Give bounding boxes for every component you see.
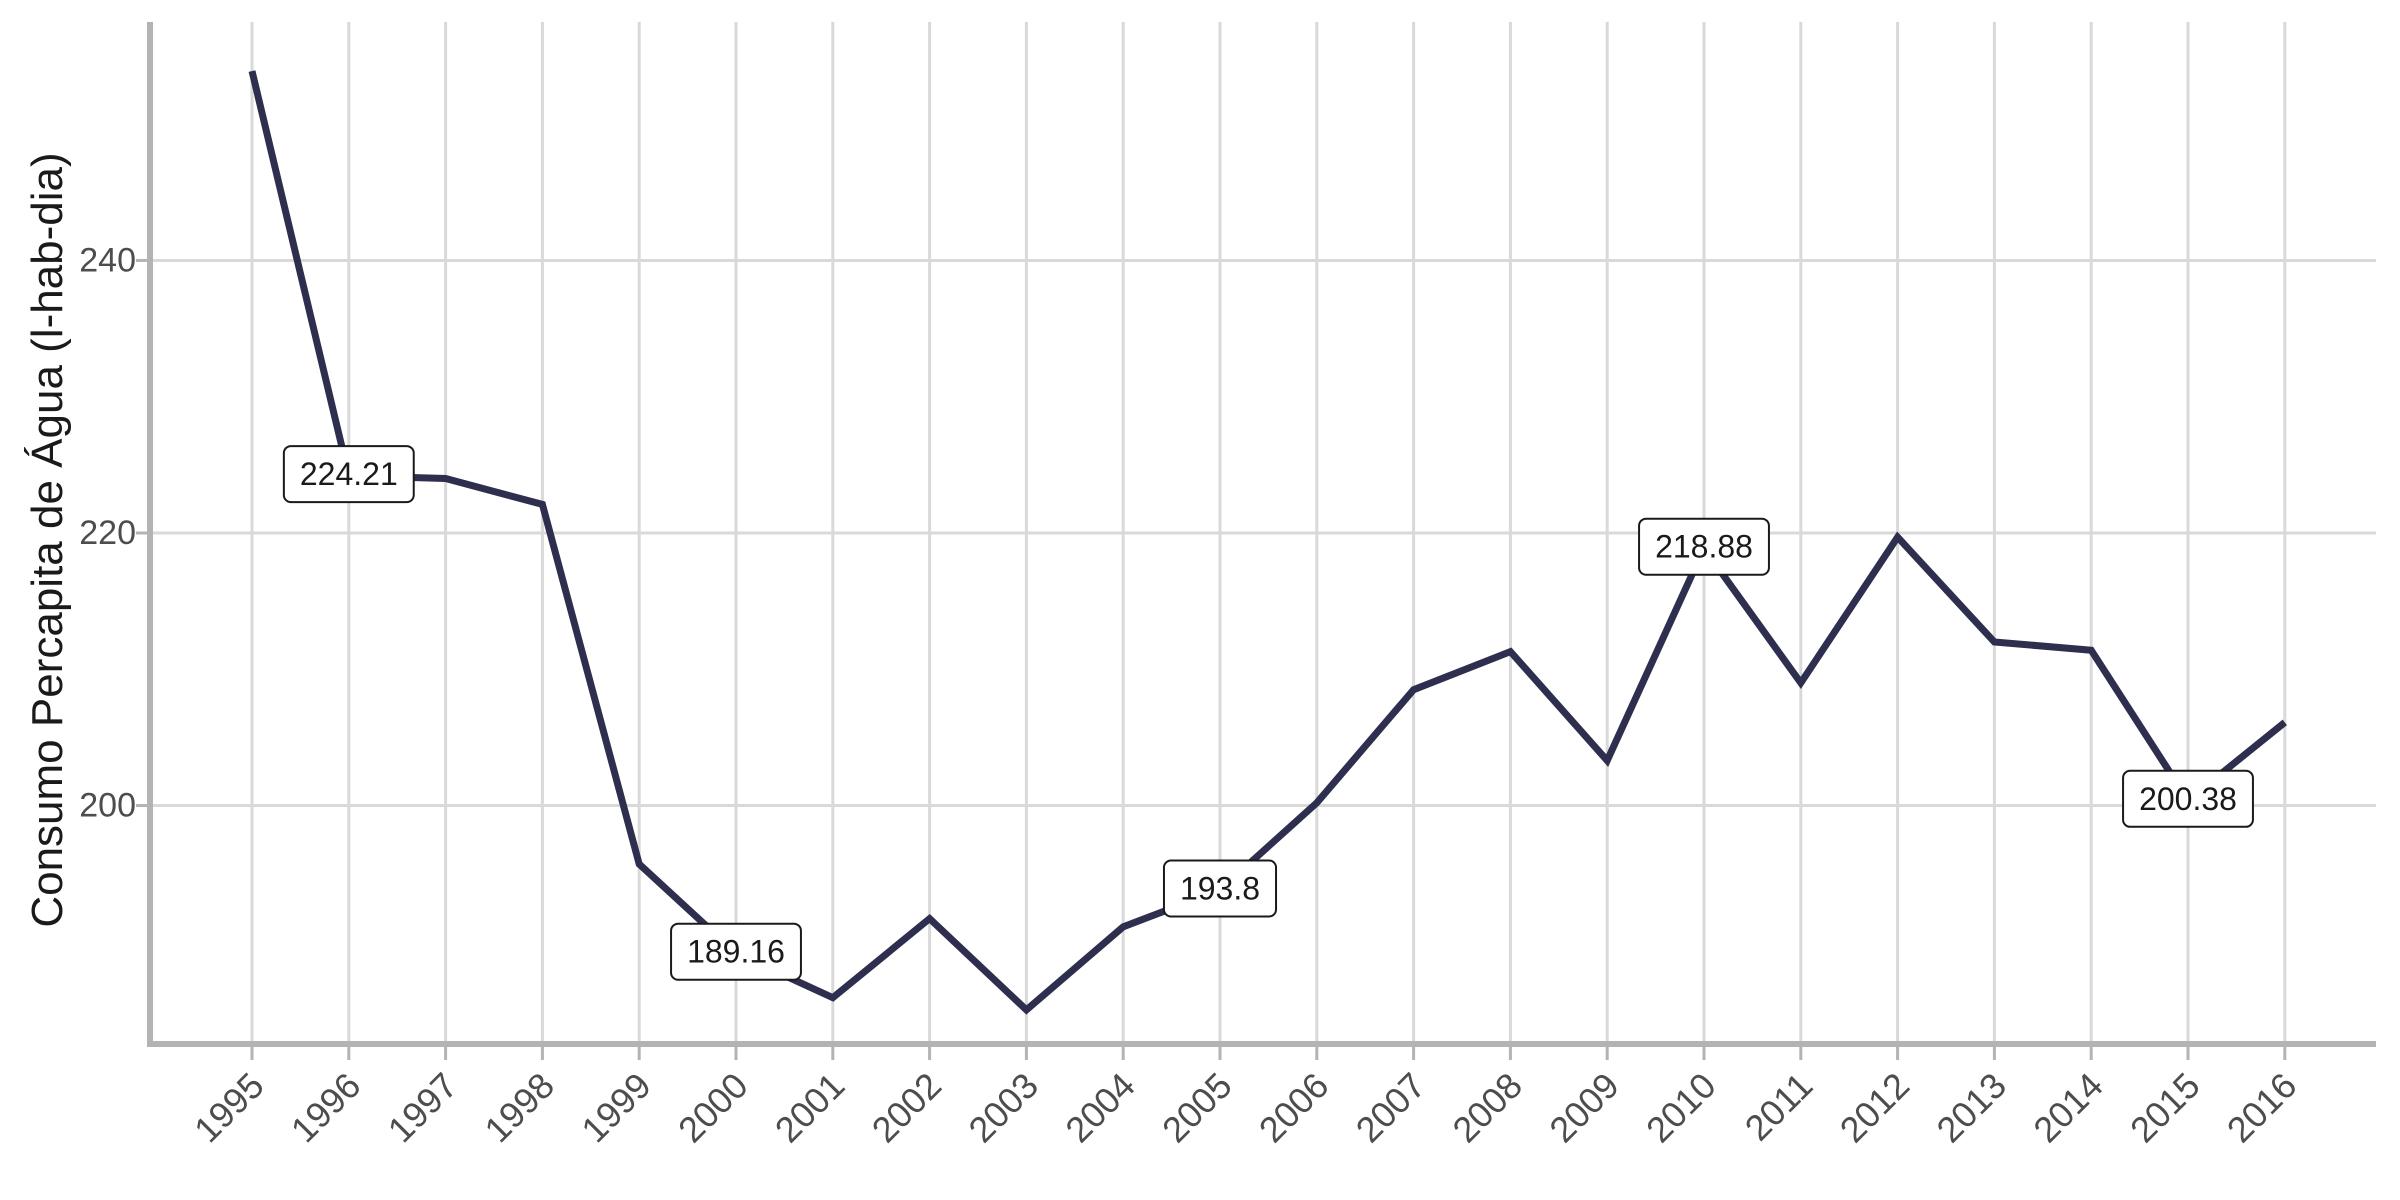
horizontal-gridlines — [150, 258, 2376, 808]
x-tick-label: 1998 — [476, 1065, 562, 1151]
data-label-text: 224.21 — [300, 456, 398, 492]
data-label: 200.38 — [2122, 769, 2254, 828]
x-tick-label: 2012 — [1832, 1065, 1918, 1151]
data-label-box — [2122, 769, 2254, 828]
x-tick-label: 2016 — [2219, 1065, 2305, 1151]
x-tick-label: 2009 — [1541, 1065, 1627, 1151]
data-labels: 224.21 189.16 193.8 218.88 200.38 — [282, 445, 2254, 981]
data-label-box — [1638, 517, 1770, 576]
axes — [136, 22, 2376, 1060]
x-tick-label: 2015 — [2122, 1065, 2208, 1151]
x-tick-label: 2007 — [1348, 1065, 1434, 1151]
series-layer — [248, 70, 2287, 1015]
x-tick-label: 2014 — [2025, 1065, 2111, 1151]
x-tick-label: 1995 — [186, 1065, 272, 1151]
y-tick-label: 220 — [79, 514, 136, 552]
series-line — [248, 70, 2287, 1015]
x-tick-label: 2004 — [1057, 1065, 1143, 1151]
data-label-box — [670, 922, 802, 981]
x-tick-label: 1999 — [573, 1065, 659, 1151]
x-tick-label: 2013 — [1928, 1065, 2014, 1151]
data-label-text: 193.8 — [1180, 870, 1260, 906]
x-tick-label: 1996 — [283, 1065, 369, 1151]
y-tick-label: 200 — [79, 787, 136, 825]
x-tick-label: 1997 — [380, 1065, 466, 1151]
x-tick-label: 2010 — [1638, 1065, 1724, 1151]
data-label: 193.8 — [1162, 859, 1278, 918]
x-tick-label: 2005 — [1154, 1065, 1240, 1151]
data-label-box — [282, 445, 415, 504]
x-tick-labels: 1995 1996 1997 1998 1999 2000 2001 2002 2003 2004… — [186, 1065, 2304, 1151]
data-label-box — [1162, 859, 1278, 918]
x-tick-label: 2001 — [767, 1065, 853, 1151]
x-tick-label: 2011 — [1737, 1065, 1821, 1149]
y-tick-label: 240 — [79, 241, 136, 279]
y-tick-labels: 200 220 240 — [79, 241, 136, 824]
data-label-text: 218.88 — [1655, 529, 1753, 565]
x-tick-label: 2003 — [960, 1065, 1046, 1151]
data-label: 224.21 — [282, 445, 415, 504]
x-tick-label: 2008 — [1444, 1065, 1530, 1151]
x-tick-label: 2002 — [864, 1065, 950, 1151]
x-tick-label: 2000 — [670, 1065, 756, 1151]
x-tick-label: 2006 — [1251, 1065, 1337, 1151]
data-label: 218.88 — [1638, 517, 1770, 576]
data-label-text: 200.38 — [2139, 781, 2237, 817]
data-label-text: 189.16 — [687, 934, 785, 970]
y-axis-title: Consumo Percapita de Água (l-hab-dia) — [23, 152, 72, 927]
data-label: 189.16 — [670, 922, 802, 981]
